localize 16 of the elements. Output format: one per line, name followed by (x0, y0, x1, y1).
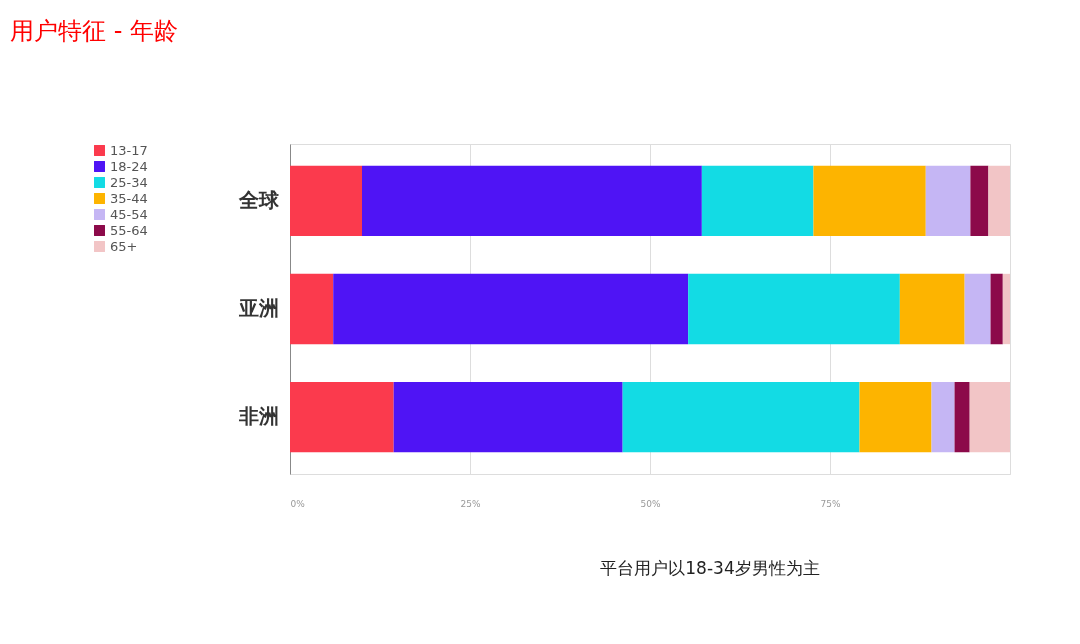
x-tick-label: 25% (460, 498, 481, 509)
text: 平台用户以18-34岁男性为主 (600, 558, 820, 578)
legend-label: 45-54 (110, 206, 148, 222)
legend-label: 35-44 (110, 190, 148, 206)
legend-label: 18-24 (110, 158, 148, 174)
legend-label: 25-34 (110, 174, 148, 190)
y-tick-label: 亚洲 (237, 296, 279, 320)
legend-label: 65+ (110, 238, 138, 254)
legend-label: 13-17 (110, 142, 148, 158)
text: 用户特征 - 年龄 (10, 17, 178, 45)
y-tick-label: 非洲 (237, 404, 279, 429)
x-tick-label: 50% (640, 498, 661, 509)
y-tick-label: 全球 (237, 187, 280, 212)
x-tick-label: 0% (290, 498, 306, 509)
legend-label: 55-64 (110, 222, 148, 238)
x-tick-label: 75% (820, 498, 841, 509)
